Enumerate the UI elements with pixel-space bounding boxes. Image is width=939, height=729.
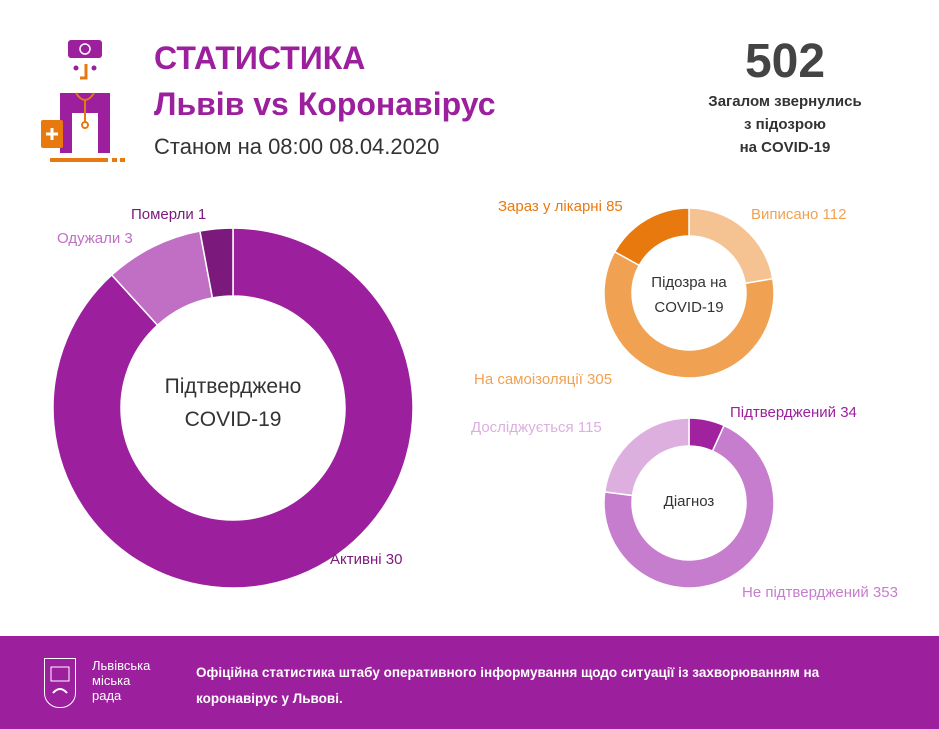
title-line: COVID-19 bbox=[654, 299, 724, 316]
doctor-logo-icon bbox=[38, 38, 128, 166]
donut-slice-Активні bbox=[52, 227, 414, 589]
footer: Львівська міська рада Офіційна статистик… bbox=[0, 636, 939, 729]
footer-text: Офіційна статистика штабу оперативного і… bbox=[196, 665, 820, 706]
label-self-isolation: На самоізоляції 305 bbox=[474, 371, 613, 388]
donut-slice-Не підтверджений bbox=[603, 424, 775, 589]
label-in-hospital: Зараз у лікарні 85 bbox=[498, 198, 623, 215]
city-coat-of-arms-icon bbox=[44, 658, 76, 708]
donut-slice-Померли bbox=[199, 227, 234, 299]
label-under-study: Досліджується 115 bbox=[471, 419, 602, 436]
chart-suspected-title: Підозра на COVID-19 bbox=[619, 270, 759, 320]
donut-slice-Зараз у лікарні bbox=[613, 207, 690, 267]
donut-slice-На самоізоляції bbox=[603, 250, 775, 379]
report-date: Станом на 08:00 08.04.2020 bbox=[154, 134, 440, 159]
title-line: COVID-19 bbox=[184, 408, 282, 431]
chart-confirmed-title: Підтверджено COVID-19 bbox=[133, 370, 333, 436]
logo-line: рада bbox=[92, 688, 122, 703]
total-label-line: на COVID-19 bbox=[739, 139, 831, 156]
total-label-line: Загалом звернулись bbox=[708, 93, 862, 110]
label-discharged: Виписано 112 bbox=[751, 206, 847, 223]
chart-diagnosis-title: Діагноз bbox=[619, 493, 759, 510]
title-line: Підозра на bbox=[651, 274, 727, 291]
title-line: Підтверджено bbox=[164, 375, 302, 398]
page-title: СТАТИСТИКА bbox=[154, 40, 366, 76]
total-label-line: з підозрою bbox=[744, 116, 826, 133]
donut-slice-Досліджується bbox=[603, 417, 690, 497]
label-recovered: Одужали 3 bbox=[57, 230, 133, 247]
label-deceased: Померли 1 bbox=[131, 206, 207, 223]
donut-charts bbox=[52, 207, 775, 589]
label-not-confirmed: Не підтверджений 353 bbox=[742, 584, 898, 601]
total-label: Загалом звернулись з підозрою на COVID-1… bbox=[680, 90, 890, 159]
total-count: 502 bbox=[744, 35, 826, 88]
logo-line: Львівська bbox=[92, 658, 151, 673]
logo-line: міська bbox=[92, 673, 131, 688]
label-active: Активні 30 bbox=[330, 551, 403, 568]
city-council-logo-text: Львівська міська рада bbox=[92, 658, 150, 703]
page-subtitle: Львів vs Коронавірус bbox=[154, 86, 496, 122]
title-line: Діагноз bbox=[663, 493, 715, 510]
label-confirmed: Підтверджений 34 bbox=[730, 404, 857, 421]
